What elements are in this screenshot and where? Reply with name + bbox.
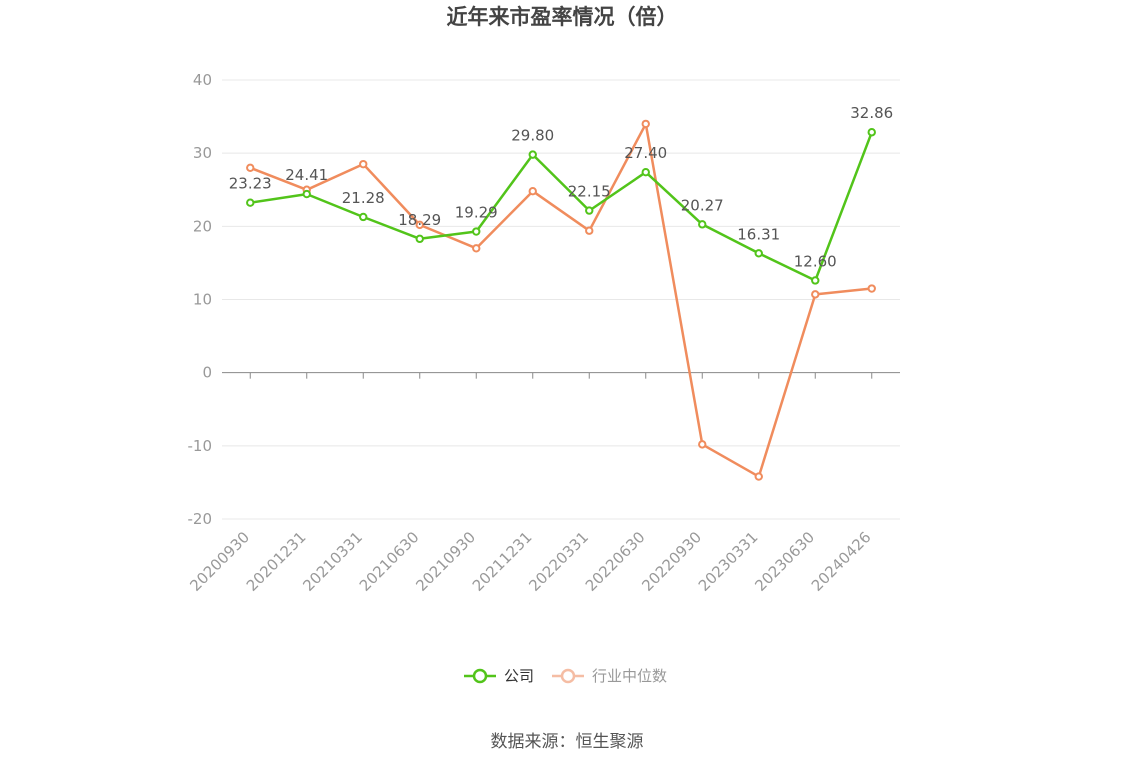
legend-marker — [472, 668, 488, 684]
data-point — [641, 119, 650, 129]
data-point — [359, 212, 368, 222]
series-line-0 — [249, 130, 874, 282]
data-point — [302, 189, 311, 199]
data-point — [528, 150, 537, 159]
x-tick-label: 20230331 — [695, 528, 762, 595]
y-tick-label: 40 — [193, 71, 212, 89]
legend-label: 行业中位数 — [592, 667, 667, 685]
axis-layer: 403020100-10-202020093020201231202103312… — [186, 71, 900, 595]
data-label: 19.29 — [455, 204, 498, 222]
data-point — [415, 220, 424, 230]
data-label: 29.80 — [511, 127, 554, 145]
data-point — [811, 276, 820, 285]
data-label: 16.31 — [737, 225, 780, 243]
data-label: 18.29 — [398, 211, 441, 229]
x-tick-label: 20201231 — [243, 528, 310, 595]
data-point — [359, 159, 368, 169]
x-tick-label: 20211231 — [469, 528, 536, 595]
y-tick-label: 10 — [193, 291, 212, 309]
series-line-1 — [249, 122, 874, 478]
x-tick-label: 20220331 — [525, 528, 592, 595]
legend-marker — [560, 668, 576, 684]
x-tick-label: 20220930 — [638, 528, 705, 595]
legend: 公司 行业中位数 — [464, 667, 667, 685]
y-tick-label: 20 — [193, 217, 212, 235]
data-label: 21.28 — [342, 189, 385, 207]
data-point — [246, 163, 255, 173]
x-tick-label: 20200930 — [186, 528, 253, 595]
data-label: 23.23 — [229, 175, 272, 193]
legend-item-industry-median[interactable]: 行业中位数 — [552, 667, 667, 685]
y-tick-label: -10 — [188, 437, 213, 455]
data-point — [698, 220, 707, 229]
x-tick-label: 20220630 — [582, 528, 649, 595]
x-tick-label: 20230630 — [751, 528, 818, 595]
data-point — [641, 167, 650, 177]
x-tick-label: 20210930 — [412, 528, 479, 595]
data-label: 32.86 — [850, 104, 893, 122]
data-label-layer: 23.23 24.41 21.28 18.29 19.29 29.80 22.15 27.40… — [229, 104, 893, 270]
legend-label: 公司 — [504, 667, 534, 685]
data-label: 20.27 — [681, 196, 724, 214]
data-point — [472, 244, 481, 253]
data-point — [698, 440, 707, 449]
y-tick-label: -20 — [188, 510, 213, 528]
data-point — [585, 206, 594, 215]
data-point — [246, 198, 255, 207]
data-point — [415, 234, 424, 244]
y-tick-label: 30 — [193, 144, 212, 162]
x-tick-label: 20210331 — [299, 528, 366, 595]
data-label: 12.60 — [794, 252, 837, 270]
data-point — [754, 249, 763, 258]
legend-item-company[interactable]: 公司 — [464, 667, 534, 685]
data-point — [585, 226, 594, 235]
x-tick-label: 20240426 — [808, 528, 875, 595]
data-point — [811, 290, 820, 299]
chart-title: 近年来市盈率情况（倍） — [447, 5, 678, 29]
data-point — [472, 227, 481, 236]
data-point — [867, 128, 876, 137]
data-label: 27.40 — [624, 144, 667, 162]
source-note: 数据来源：恒生聚源 — [491, 732, 644, 752]
data-label: 22.15 — [568, 183, 611, 201]
x-tick-label: 20210630 — [356, 528, 423, 595]
y-tick-label: 0 — [202, 364, 212, 382]
data-label: 24.41 — [285, 166, 328, 184]
data-point — [754, 472, 763, 481]
series-layer — [246, 119, 876, 481]
grid-layer — [222, 79, 900, 520]
data-point — [867, 284, 876, 293]
data-point — [528, 187, 537, 196]
